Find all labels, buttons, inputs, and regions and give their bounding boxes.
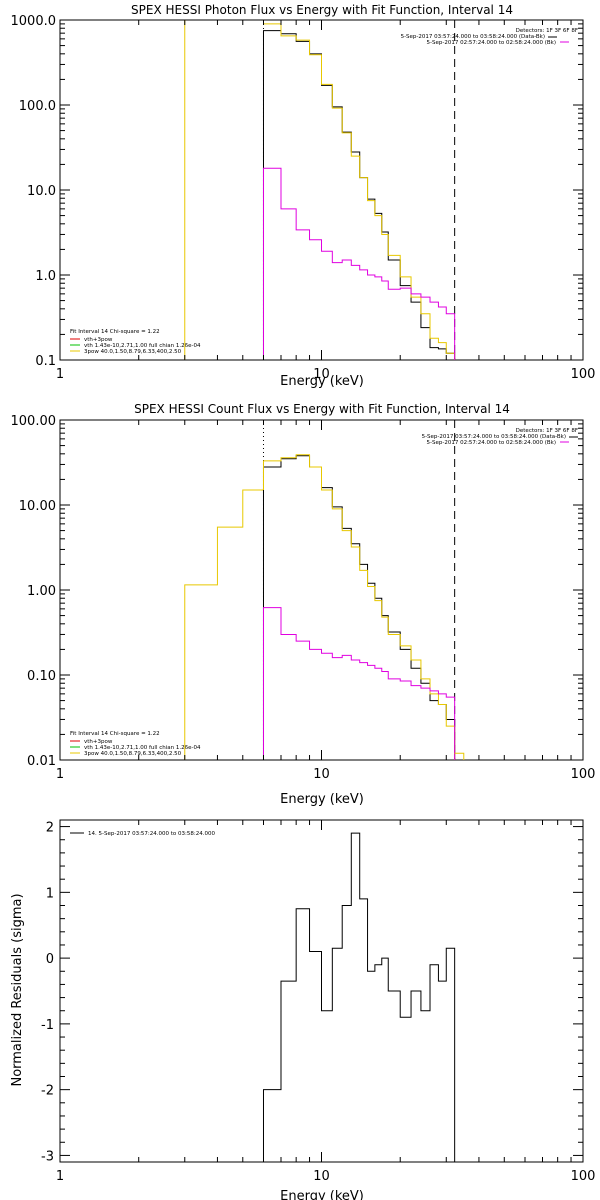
panel2-legend-right-1: Detectors: 1F 3F 6F 8F — [516, 428, 578, 434]
panel1-title: SPEX HESSI Photon Flux vs Energy with Fi… — [131, 3, 513, 17]
panel2-ytick-label: 1.00 — [27, 584, 56, 599]
panel1-series-magenta — [262, 167, 456, 360]
panel2-xtick-label: 1 — [56, 767, 64, 782]
panel2-yellow-low-bins — [184, 489, 264, 760]
panel3-legend: 14. 5-Sep-2017 03:57:24.000 to 03:58:24.… — [88, 831, 215, 837]
panel2-xtick-label: 100 — [571, 767, 596, 782]
count-flux-panel: SPEX HESSI Count Flux vs Energy with Fit… — [11, 402, 596, 807]
panel2-legend-right-2: 5-Sep-2017 03:57:24.000 to 03:58:24.000 … — [422, 434, 566, 440]
panel2-yellow-tail — [454, 752, 465, 760]
panel1-legend-left-1: Fit Interval 14 Chi-square = 1.22 — [70, 329, 160, 335]
residuals-panel: Energy (keV) Normalized Residuals (sigma… — [10, 819, 596, 1200]
panel1-legend-right-1: Detectors: 1F 3F 6F 8F — [516, 28, 578, 34]
panel2-series-magenta — [262, 607, 456, 760]
panel2-legend-left-1: Fit Interval 14 Chi-square = 1.22 — [70, 731, 160, 737]
panel3-ytick-label: 2 — [46, 821, 54, 836]
panel1-xlabel: Energy (keV) — [280, 374, 364, 389]
panel2-title: SPEX HESSI Count Flux vs Energy with Fit… — [134, 402, 510, 416]
panel2-plot-area — [184, 420, 465, 760]
panel2-series-yellow — [262, 454, 456, 760]
panel3-xtick-label: 100 — [571, 1169, 596, 1184]
panel1-xtick-label: 10 — [313, 367, 330, 382]
panel1-ytick-label: 0.1 — [35, 354, 56, 369]
panel2-ytick-label: 0.10 — [27, 669, 56, 684]
panel1-ytick-label: 10.0 — [27, 184, 56, 199]
panel1-plot-area — [184, 20, 456, 360]
panel3-xtick-label: 10 — [313, 1169, 330, 1184]
panel3-xtick-label: 1 — [56, 1169, 64, 1184]
panel2-legend-left-2: vth+3pow — [84, 739, 113, 745]
panel3-ytick-label: 1 — [46, 886, 54, 901]
panel3-plot-area — [262, 832, 456, 1162]
panel1-xtick-label: 1 — [56, 367, 64, 382]
panel1-legend-right-2: 5-Sep-2017 03:57:24.000 to 03:58:24.000 … — [401, 34, 545, 40]
panel2-legend-left-4: 3pow 40.0,1.50,8.79,6.33,400,2.50 — [84, 751, 182, 757]
panel1-legend-right-3: 5-Sep-2017 02:57:24.000 to 02:58:24.000 … — [427, 40, 557, 46]
panel3-ytick-label: -1 — [41, 1018, 54, 1033]
panel3-ylabel: Normalized Residuals (sigma) — [10, 893, 25, 1086]
panel3-ytick-label: -2 — [41, 1084, 54, 1099]
panel2-xlabel: Energy (keV) — [280, 792, 364, 807]
panel2-xtick-label: 10 — [313, 767, 330, 782]
panel1-ytick-label: 1.0 — [35, 269, 56, 284]
panel3-ytick-label: -3 — [41, 1149, 54, 1164]
panel1-ytick-label: 1000.0 — [11, 14, 57, 29]
photon-flux-panel: SPEX HESSI Photon Flux vs Energy with Fi… — [11, 3, 596, 389]
panel1-xtick-label: 100 — [571, 367, 596, 382]
panel2-legend-left-3: vth 1.43e-10,2.71,1.00 full chian 1.26e-… — [84, 745, 201, 751]
panel3-xlabel: Energy (keV) — [280, 1189, 364, 1200]
panel2-ytick-label: 0.01 — [27, 754, 56, 769]
panel3-ytick-label: 0 — [46, 952, 54, 967]
panel1-legend-left-3: vth 1.43e-10,2.71,1.00 full chian 1.26e-… — [84, 343, 201, 349]
panel3-series-black — [262, 832, 456, 1162]
panel1-series-yellow — [263, 23, 456, 360]
panel1-ytick-label: 100.0 — [19, 99, 56, 114]
panel2-ytick-label: 10.00 — [19, 499, 56, 514]
panel1-legend-left-2: vth+3pow — [84, 337, 113, 343]
panel2-ytick-label: 100.00 — [11, 414, 57, 429]
panel2-legend-right-3: 5-Sep-2017 02:57:24.000 to 02:58:24.000 … — [427, 440, 557, 446]
panel1-legend-left-4: 3pow 40.0,1.50,8.79,6.33,400,2.50 — [84, 349, 182, 355]
